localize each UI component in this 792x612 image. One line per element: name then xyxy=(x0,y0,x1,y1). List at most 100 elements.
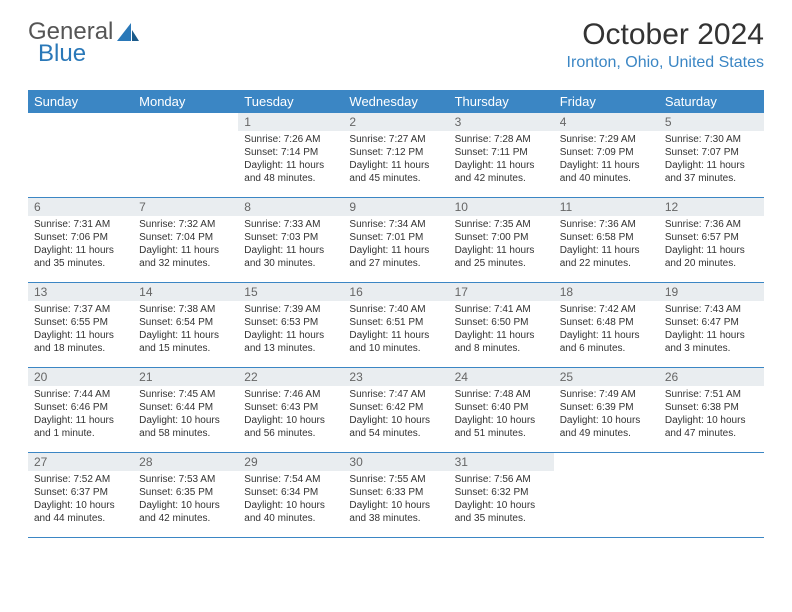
sunset-text: Sunset: 7:00 PM xyxy=(455,231,548,244)
day-number: 29 xyxy=(238,453,343,471)
day-number: 13 xyxy=(28,283,133,301)
day-details: Sunrise: 7:44 AMSunset: 6:46 PMDaylight:… xyxy=(28,386,133,444)
calendar-cell: 7Sunrise: 7:32 AMSunset: 7:04 PMDaylight… xyxy=(133,198,238,283)
day-details: Sunrise: 7:29 AMSunset: 7:09 PMDaylight:… xyxy=(554,131,659,189)
calendar-table: SundayMondayTuesdayWednesdayThursdayFrid… xyxy=(28,90,764,538)
daylight-text: Daylight: 11 hours and 10 minutes. xyxy=(349,329,442,355)
calendar-cell: 24Sunrise: 7:48 AMSunset: 6:40 PMDayligh… xyxy=(449,368,554,453)
day-number: 28 xyxy=(133,453,238,471)
sunrise-text: Sunrise: 7:51 AM xyxy=(665,388,758,401)
sunset-text: Sunset: 7:07 PM xyxy=(665,146,758,159)
calendar-cell: 19Sunrise: 7:43 AMSunset: 6:47 PMDayligh… xyxy=(659,283,764,368)
sunset-text: Sunset: 6:48 PM xyxy=(560,316,653,329)
daylight-text: Daylight: 11 hours and 1 minute. xyxy=(34,414,127,440)
sunset-text: Sunset: 6:46 PM xyxy=(34,401,127,414)
sunset-text: Sunset: 7:04 PM xyxy=(139,231,232,244)
sunset-text: Sunset: 7:11 PM xyxy=(455,146,548,159)
day-header: Tuesday xyxy=(238,90,343,113)
sunset-text: Sunset: 6:53 PM xyxy=(244,316,337,329)
sunrise-text: Sunrise: 7:36 AM xyxy=(560,218,653,231)
calendar-cell xyxy=(554,453,659,538)
calendar-week-row: 6Sunrise: 7:31 AMSunset: 7:06 PMDaylight… xyxy=(28,198,764,283)
calendar-cell: 23Sunrise: 7:47 AMSunset: 6:42 PMDayligh… xyxy=(343,368,448,453)
calendar-cell: 16Sunrise: 7:40 AMSunset: 6:51 PMDayligh… xyxy=(343,283,448,368)
sunset-text: Sunset: 6:44 PM xyxy=(139,401,232,414)
calendar-cell: 14Sunrise: 7:38 AMSunset: 6:54 PMDayligh… xyxy=(133,283,238,368)
sunrise-text: Sunrise: 7:48 AM xyxy=(455,388,548,401)
calendar-week-row: 13Sunrise: 7:37 AMSunset: 6:55 PMDayligh… xyxy=(28,283,764,368)
sunrise-text: Sunrise: 7:28 AM xyxy=(455,133,548,146)
day-number: 30 xyxy=(343,453,448,471)
day-number: 14 xyxy=(133,283,238,301)
daylight-text: Daylight: 11 hours and 40 minutes. xyxy=(560,159,653,185)
calendar-header-row: SundayMondayTuesdayWednesdayThursdayFrid… xyxy=(28,90,764,113)
day-details: Sunrise: 7:55 AMSunset: 6:33 PMDaylight:… xyxy=(343,471,448,529)
sunset-text: Sunset: 6:35 PM xyxy=(139,486,232,499)
daylight-text: Daylight: 10 hours and 58 minutes. xyxy=(139,414,232,440)
day-details: Sunrise: 7:36 AMSunset: 6:57 PMDaylight:… xyxy=(659,216,764,274)
day-number: 25 xyxy=(554,368,659,386)
day-details: Sunrise: 7:49 AMSunset: 6:39 PMDaylight:… xyxy=(554,386,659,444)
day-details: Sunrise: 7:28 AMSunset: 7:11 PMDaylight:… xyxy=(449,131,554,189)
calendar-cell: 17Sunrise: 7:41 AMSunset: 6:50 PMDayligh… xyxy=(449,283,554,368)
sunset-text: Sunset: 6:34 PM xyxy=(244,486,337,499)
day-details: Sunrise: 7:52 AMSunset: 6:37 PMDaylight:… xyxy=(28,471,133,529)
sunrise-text: Sunrise: 7:49 AM xyxy=(560,388,653,401)
day-number: 7 xyxy=(133,198,238,216)
calendar-cell: 20Sunrise: 7:44 AMSunset: 6:46 PMDayligh… xyxy=(28,368,133,453)
day-details: Sunrise: 7:46 AMSunset: 6:43 PMDaylight:… xyxy=(238,386,343,444)
sunrise-text: Sunrise: 7:47 AM xyxy=(349,388,442,401)
sunset-text: Sunset: 6:37 PM xyxy=(34,486,127,499)
calendar-cell: 5Sunrise: 7:30 AMSunset: 7:07 PMDaylight… xyxy=(659,113,764,198)
day-details: Sunrise: 7:47 AMSunset: 6:42 PMDaylight:… xyxy=(343,386,448,444)
sunset-text: Sunset: 6:39 PM xyxy=(560,401,653,414)
month-title: October 2024 xyxy=(567,18,764,52)
calendar-cell: 12Sunrise: 7:36 AMSunset: 6:57 PMDayligh… xyxy=(659,198,764,283)
day-details: Sunrise: 7:36 AMSunset: 6:58 PMDaylight:… xyxy=(554,216,659,274)
day-details: Sunrise: 7:26 AMSunset: 7:14 PMDaylight:… xyxy=(238,131,343,189)
sunrise-text: Sunrise: 7:39 AM xyxy=(244,303,337,316)
sunset-text: Sunset: 6:47 PM xyxy=(665,316,758,329)
sunrise-text: Sunrise: 7:43 AM xyxy=(665,303,758,316)
day-header: Saturday xyxy=(659,90,764,113)
sunrise-text: Sunrise: 7:45 AM xyxy=(139,388,232,401)
calendar-week-row: 27Sunrise: 7:52 AMSunset: 6:37 PMDayligh… xyxy=(28,453,764,538)
sunset-text: Sunset: 6:42 PM xyxy=(349,401,442,414)
day-details: Sunrise: 7:27 AMSunset: 7:12 PMDaylight:… xyxy=(343,131,448,189)
daylight-text: Daylight: 11 hours and 3 minutes. xyxy=(665,329,758,355)
day-number: 9 xyxy=(343,198,448,216)
daylight-text: Daylight: 11 hours and 20 minutes. xyxy=(665,244,758,270)
sunrise-text: Sunrise: 7:53 AM xyxy=(139,473,232,486)
day-details: Sunrise: 7:33 AMSunset: 7:03 PMDaylight:… xyxy=(238,216,343,274)
daylight-text: Daylight: 11 hours and 6 minutes. xyxy=(560,329,653,355)
sunrise-text: Sunrise: 7:29 AM xyxy=(560,133,653,146)
sunset-text: Sunset: 6:38 PM xyxy=(665,401,758,414)
day-details: Sunrise: 7:41 AMSunset: 6:50 PMDaylight:… xyxy=(449,301,554,359)
sunrise-text: Sunrise: 7:33 AM xyxy=(244,218,337,231)
sunset-text: Sunset: 7:03 PM xyxy=(244,231,337,244)
calendar-cell: 18Sunrise: 7:42 AMSunset: 6:48 PMDayligh… xyxy=(554,283,659,368)
day-details: Sunrise: 7:53 AMSunset: 6:35 PMDaylight:… xyxy=(133,471,238,529)
day-details: Sunrise: 7:43 AMSunset: 6:47 PMDaylight:… xyxy=(659,301,764,359)
day-number: 2 xyxy=(343,113,448,131)
day-details: Sunrise: 7:42 AMSunset: 6:48 PMDaylight:… xyxy=(554,301,659,359)
day-details: Sunrise: 7:34 AMSunset: 7:01 PMDaylight:… xyxy=(343,216,448,274)
calendar-cell: 15Sunrise: 7:39 AMSunset: 6:53 PMDayligh… xyxy=(238,283,343,368)
sunrise-text: Sunrise: 7:46 AM xyxy=(244,388,337,401)
sunset-text: Sunset: 7:06 PM xyxy=(34,231,127,244)
day-header: Friday xyxy=(554,90,659,113)
calendar-cell: 2Sunrise: 7:27 AMSunset: 7:12 PMDaylight… xyxy=(343,113,448,198)
day-details: Sunrise: 7:51 AMSunset: 6:38 PMDaylight:… xyxy=(659,386,764,444)
daylight-text: Daylight: 11 hours and 35 minutes. xyxy=(34,244,127,270)
sunset-text: Sunset: 6:40 PM xyxy=(455,401,548,414)
sunrise-text: Sunrise: 7:41 AM xyxy=(455,303,548,316)
day-details: Sunrise: 7:30 AMSunset: 7:07 PMDaylight:… xyxy=(659,131,764,189)
daylight-text: Daylight: 10 hours and 42 minutes. xyxy=(139,499,232,525)
sunrise-text: Sunrise: 7:34 AM xyxy=(349,218,442,231)
calendar-cell: 8Sunrise: 7:33 AMSunset: 7:03 PMDaylight… xyxy=(238,198,343,283)
day-number: 10 xyxy=(449,198,554,216)
daylight-text: Daylight: 11 hours and 15 minutes. xyxy=(139,329,232,355)
calendar-cell: 1Sunrise: 7:26 AMSunset: 7:14 PMDaylight… xyxy=(238,113,343,198)
calendar-cell: 10Sunrise: 7:35 AMSunset: 7:00 PMDayligh… xyxy=(449,198,554,283)
calendar-cell xyxy=(28,113,133,198)
